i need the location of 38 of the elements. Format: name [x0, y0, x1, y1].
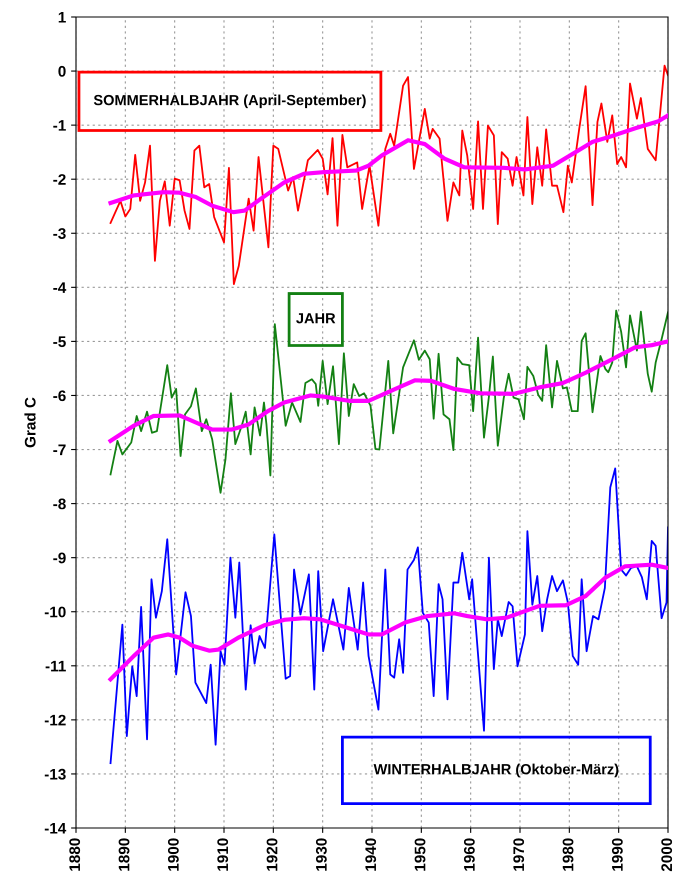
text: WINTERHALBJAHR (Oktober-März)	[374, 764, 618, 778]
y-tick-label: 1	[58, 12, 66, 23]
x-tick-label: 2000	[661, 838, 672, 872]
x-tick-label: 1960	[464, 838, 475, 871]
y-tick-label: -9	[53, 552, 66, 564]
y-tick-label: -12	[44, 714, 66, 726]
x-tick-label: 1880	[69, 838, 80, 871]
y-tick-label: -3	[53, 228, 66, 239]
x-tick-label: 1920	[266, 838, 278, 871]
y-axis-title: Grad C	[24, 397, 36, 448]
y-tick-label: -5	[53, 336, 66, 348]
line-series	[110, 468, 668, 764]
x-tick-label: 1970	[513, 838, 524, 871]
x-tick-label: 1910	[217, 838, 228, 871]
series-label: JAHR	[296, 313, 336, 324]
y-tick-label: -2	[53, 174, 66, 185]
y-tick-label: -7	[53, 444, 66, 456]
x-tick-label: 1990	[612, 838, 623, 871]
x-tick-label: 1930	[316, 838, 327, 871]
x-tick-label: 1940	[365, 838, 376, 871]
y-tick-label: -4	[53, 282, 66, 293]
y-tick-label: -14	[44, 823, 66, 834]
x-tick-label: 1950	[414, 838, 426, 871]
y-tick-label: -11	[46, 660, 66, 672]
y-tick-label: -1	[53, 120, 66, 131]
text: SOMMERHALBJAHR (April-September)	[94, 94, 366, 108]
y-tick-label: 0	[58, 66, 66, 77]
x-tick-label: 1890	[118, 838, 130, 871]
y-tick-label: -8	[53, 498, 66, 510]
y-tick-label: -10	[44, 606, 66, 618]
y-tick-label: -13	[44, 768, 66, 780]
line-series	[108, 562, 668, 682]
line-series	[110, 310, 668, 494]
x-tick-label: 1900	[168, 838, 179, 871]
y-tick-label: -6	[53, 390, 66, 402]
x-tick-label: 1980	[562, 838, 574, 871]
line-series	[108, 339, 668, 443]
line-series	[108, 113, 668, 214]
